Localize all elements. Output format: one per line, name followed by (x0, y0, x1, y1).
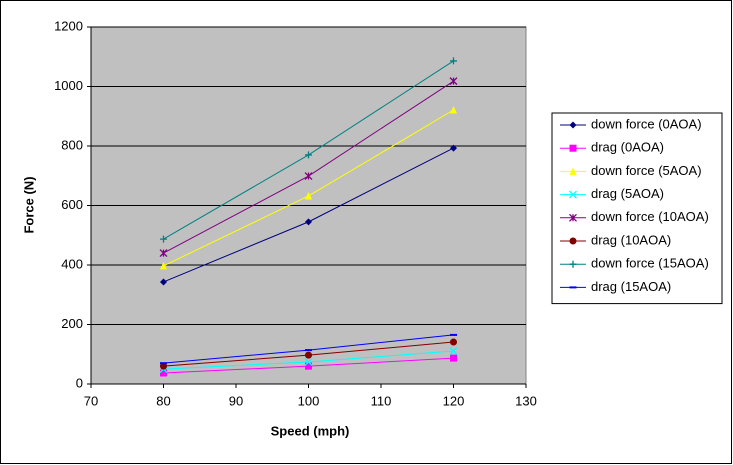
legend-label: drag (10AOA) (591, 232, 671, 247)
x-tick-label: 90 (229, 393, 243, 408)
marker (304, 358, 313, 366)
y-tick-label: 0 (76, 375, 83, 390)
marker (160, 278, 167, 286)
marker (450, 144, 457, 152)
legend-box (551, 112, 723, 305)
legend-label: down force (5AOA) (591, 163, 702, 178)
marker (160, 261, 167, 270)
y-tick-label: 800 (61, 137, 83, 152)
marker (450, 106, 457, 114)
marker (304, 172, 313, 181)
marker (159, 249, 168, 258)
marker (160, 362, 167, 370)
x-tick-label: 100 (298, 393, 320, 408)
y-tick-label: 600 (61, 197, 83, 212)
marker (450, 338, 457, 346)
marker (160, 369, 167, 377)
marker (569, 260, 577, 268)
y-tick-label: 1000 (54, 78, 83, 93)
y-axis-title: Force (N) (21, 176, 36, 233)
x-tick-label: 70 (84, 393, 98, 408)
marker (305, 351, 312, 359)
marker (450, 354, 457, 362)
marker (305, 191, 312, 200)
marker (449, 347, 458, 355)
x-tick-label: 110 (371, 393, 392, 408)
marker (569, 121, 577, 129)
marker (305, 362, 312, 370)
legend-label: down force (10AOA) (591, 209, 709, 224)
legend-label: down force (15AOA) (591, 256, 709, 271)
y-tick-label: 400 (61, 256, 83, 271)
legend-label: drag (0AOA) (591, 140, 664, 155)
x-tick-label: 120 (443, 393, 465, 408)
marker (569, 213, 577, 222)
marker (449, 77, 458, 86)
marker (569, 237, 577, 245)
marker (305, 218, 312, 226)
marker (305, 151, 312, 159)
y-tick-label: 1200 (54, 18, 83, 33)
marker (569, 190, 577, 199)
x-tick-label: 80 (156, 393, 170, 408)
marker (450, 57, 457, 65)
legend-label: down force (0AOA) (591, 116, 702, 131)
marker (569, 144, 577, 152)
marker (569, 167, 577, 175)
y-tick-label: 200 (61, 316, 83, 331)
marker (160, 235, 167, 243)
x-axis-title: Speed (mph) (271, 423, 350, 438)
legend-label: drag (5AOA) (591, 186, 664, 201)
x-tick-label: 130 (515, 393, 537, 408)
legend-label: drag (15AOA) (591, 279, 671, 294)
